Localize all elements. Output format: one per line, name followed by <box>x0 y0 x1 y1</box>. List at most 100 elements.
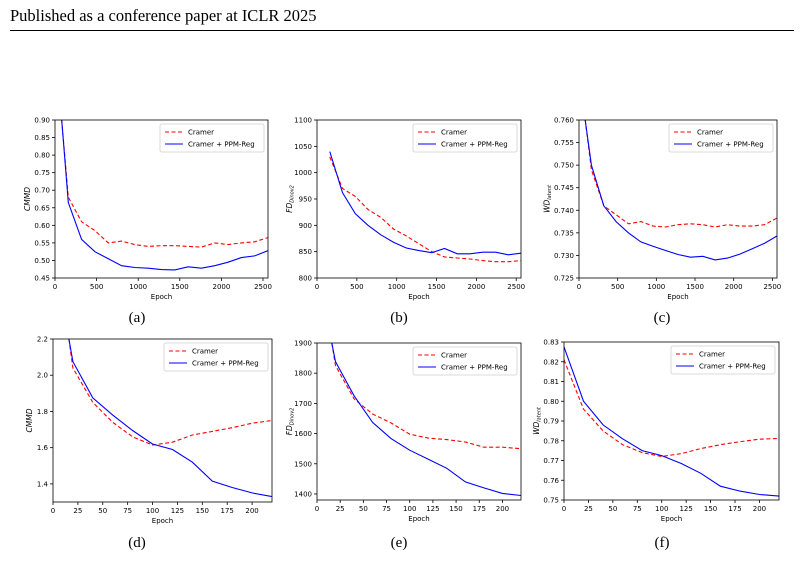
x-tick-label-d-8: 200 <box>245 507 258 515</box>
legend-label-e-1: Cramer + PPM-Reg <box>441 364 508 372</box>
y-tick-label-e-3: 1700 <box>294 400 312 408</box>
y-tick-label-e-0: 1400 <box>294 490 312 498</box>
y-tick-label-e-1: 1500 <box>294 460 312 468</box>
y-tick-label-c-4: 0.745 <box>554 184 574 192</box>
x-tick-label-b-3: 1500 <box>428 283 446 291</box>
y-tick-label-e-4: 1800 <box>294 370 312 378</box>
y-tick-label-c-0: 0.725 <box>554 275 574 283</box>
y-tick-label-a-0: 0.45 <box>34 275 50 283</box>
y-tick-label-c-2: 0.735 <box>554 229 574 237</box>
x-tick-label-e-2: 50 <box>359 505 368 513</box>
y-tick-label-e-2: 1600 <box>294 430 312 438</box>
x-tick-label-a-0: 0 <box>53 283 57 291</box>
y-tick-label-a-7: 0.80 <box>34 152 50 160</box>
x-tick-label-b-0: 0 <box>315 283 319 291</box>
x-axis-label-b: Epoch <box>408 293 429 301</box>
y-tick-label-c-5: 0.750 <box>554 162 574 170</box>
legend-label-c-1: Cramer + PPM-Reg <box>697 141 764 149</box>
legend-label-f-0: Cramer <box>699 351 725 359</box>
y-tick-label-d-1: 1.6 <box>37 444 49 452</box>
y-tick-label-f-3: 0.78 <box>543 437 559 445</box>
x-axis-label-d: Epoch <box>152 517 173 525</box>
caption-e: (e) <box>390 535 408 551</box>
x-tick-label-d-5: 125 <box>171 507 184 515</box>
x-tick-label-a-4: 2000 <box>212 283 230 291</box>
legend-label-f-1: Cramer + PPM-Reg <box>699 363 766 371</box>
y-tick-label-d-2: 1.8 <box>37 408 48 416</box>
x-tick-label-a-1: 500 <box>90 283 103 291</box>
plot-frame-c <box>578 119 778 279</box>
series-line-b-0 <box>329 156 521 263</box>
legend-label-d-0: Cramer <box>192 348 218 356</box>
x-tick-label-e-8: 200 <box>496 505 509 513</box>
x-tick-label-c-0: 0 <box>577 283 581 291</box>
y-tick-label-b-0: 800 <box>299 275 312 283</box>
series-line-d-1 <box>68 339 272 498</box>
y-tick-label-b-1: 850 <box>299 248 312 256</box>
x-tick-label-e-1: 25 <box>336 505 345 513</box>
x-tick-label-f-5: 125 <box>679 505 692 513</box>
y-axis-label-a: CMMD <box>23 187 32 211</box>
x-tick-label-b-5: 2500 <box>507 283 525 291</box>
legend-box-e <box>412 346 518 376</box>
y-tick-label-f-0: 0.75 <box>543 497 559 505</box>
x-tick-label-f-0: 0 <box>562 505 566 513</box>
y-tick-label-e-5: 1900 <box>294 340 312 348</box>
y-tick-label-f-4: 0.79 <box>543 418 559 426</box>
y-tick-label-f-6: 0.81 <box>543 378 559 386</box>
legend-box-b <box>412 123 518 153</box>
y-tick-label-a-2: 0.55 <box>34 239 50 247</box>
series-line-c-1 <box>584 120 777 261</box>
x-tick-label-f-3: 75 <box>633 505 642 513</box>
plot-frame-d <box>52 338 273 503</box>
y-tick-label-a-6: 0.75 <box>34 169 50 177</box>
y-tick-label-c-1: 0.730 <box>554 252 574 260</box>
x-tick-label-f-4: 100 <box>655 505 668 513</box>
y-tick-label-f-2: 0.77 <box>543 457 559 465</box>
caption-d: (d) <box>128 535 146 551</box>
legend-label-a-0: Cramer <box>188 129 214 137</box>
series-line-a-1 <box>61 120 268 271</box>
y-tick-label-d-4: 2.2 <box>37 336 48 344</box>
series-line-d-0 <box>68 339 272 446</box>
legend-label-b-1: Cramer + PPM-Reg <box>441 141 508 149</box>
x-tick-label-c-5: 2500 <box>763 283 781 291</box>
plot-frame-a <box>54 119 269 279</box>
y-axis-label-e: FDDinov2 <box>285 408 296 436</box>
series-line-f-0 <box>564 359 779 458</box>
legend-label-d-1: Cramer + PPM-Reg <box>192 360 259 368</box>
x-tick-label-d-4: 100 <box>146 507 159 515</box>
legend-box-d <box>163 342 269 372</box>
x-tick-label-e-7: 175 <box>473 505 486 513</box>
x-tick-label-f-1: 25 <box>584 505 593 513</box>
x-tick-label-d-2: 50 <box>98 507 107 515</box>
x-tick-label-b-1: 500 <box>350 283 363 291</box>
x-tick-label-c-1: 500 <box>611 283 624 291</box>
x-tick-label-f-2: 50 <box>608 505 617 513</box>
y-tick-label-c-7: 0.760 <box>554 117 574 125</box>
x-tick-label-b-2: 1000 <box>388 283 406 291</box>
caption-a: (a) <box>128 310 146 326</box>
legend-label-e-0: Cramer <box>441 352 467 360</box>
y-tick-label-f-1: 0.76 <box>543 477 559 485</box>
x-tick-label-b-4: 2000 <box>467 283 485 291</box>
x-tick-label-a-2: 1000 <box>129 283 147 291</box>
x-tick-label-c-4: 2000 <box>725 283 743 291</box>
x-tick-label-a-5: 2500 <box>254 283 272 291</box>
y-tick-label-c-6: 0.755 <box>554 139 574 147</box>
series-line-c-0 <box>584 120 777 228</box>
x-tick-label-e-0: 0 <box>315 505 319 513</box>
x-tick-label-c-3: 1500 <box>686 283 704 291</box>
x-tick-label-d-7: 175 <box>221 507 234 515</box>
y-axis-label-c: WDlatent <box>543 184 554 213</box>
y-tick-label-d-3: 2.0 <box>37 372 48 380</box>
caption-c: (c) <box>653 310 671 326</box>
y-tick-label-b-5: 1050 <box>294 143 312 151</box>
x-axis-label-f: Epoch <box>661 515 682 523</box>
y-axis-label-d: CMMD <box>25 408 34 432</box>
y-tick-label-b-6: 1100 <box>294 117 312 125</box>
y-tick-label-a-4: 0.65 <box>34 204 50 212</box>
y-tick-label-a-1: 0.50 <box>34 257 50 265</box>
x-tick-label-e-6: 150 <box>449 505 462 513</box>
y-tick-label-f-7: 0.82 <box>543 358 559 366</box>
